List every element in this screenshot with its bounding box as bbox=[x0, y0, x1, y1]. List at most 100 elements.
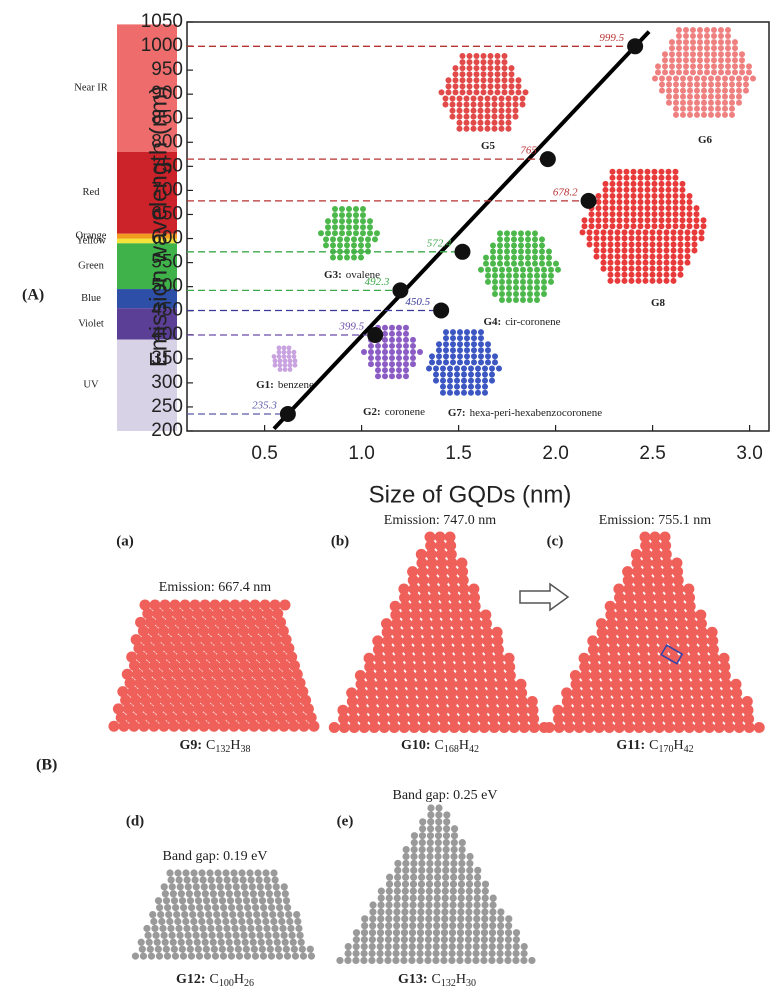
atom bbox=[669, 45, 675, 51]
atom bbox=[386, 881, 393, 888]
atom bbox=[635, 278, 641, 284]
atom bbox=[515, 83, 521, 89]
atom bbox=[673, 112, 679, 118]
atom bbox=[700, 223, 706, 229]
atom bbox=[209, 883, 216, 890]
atom bbox=[508, 65, 514, 71]
atom bbox=[470, 114, 476, 120]
atom bbox=[614, 248, 620, 254]
atom bbox=[409, 929, 416, 936]
atom bbox=[595, 211, 601, 217]
atom bbox=[574, 722, 585, 733]
atom bbox=[248, 721, 259, 732]
atom bbox=[278, 358, 283, 363]
atom bbox=[614, 241, 620, 247]
atom bbox=[663, 254, 669, 260]
atom bbox=[228, 953, 235, 960]
atom bbox=[369, 722, 380, 733]
atom bbox=[642, 235, 648, 241]
atom bbox=[204, 953, 211, 960]
atom bbox=[164, 953, 171, 960]
x-tick-label: 2.5 bbox=[639, 443, 665, 464]
atom bbox=[223, 925, 230, 932]
atom bbox=[525, 242, 531, 248]
atom bbox=[471, 347, 477, 353]
atom bbox=[482, 888, 489, 895]
atom bbox=[480, 89, 486, 95]
atom bbox=[475, 384, 481, 390]
atom bbox=[497, 936, 504, 943]
atom bbox=[191, 925, 198, 932]
atom bbox=[679, 205, 685, 211]
atom bbox=[472, 950, 479, 957]
atom bbox=[433, 936, 440, 943]
atom bbox=[208, 876, 215, 883]
atom bbox=[213, 911, 220, 918]
atom bbox=[614, 278, 620, 284]
atom bbox=[539, 236, 545, 242]
atom bbox=[307, 946, 314, 953]
atom bbox=[466, 888, 473, 895]
atom bbox=[179, 946, 186, 953]
atom bbox=[433, 901, 440, 908]
atom bbox=[288, 721, 299, 732]
spectrum-label: Yellow bbox=[76, 235, 106, 246]
atom bbox=[672, 181, 678, 187]
atom bbox=[270, 869, 277, 876]
atom bbox=[148, 721, 159, 732]
atom bbox=[694, 722, 705, 733]
atom bbox=[389, 373, 395, 379]
atom bbox=[212, 904, 219, 911]
atom bbox=[525, 261, 531, 267]
atom bbox=[718, 69, 724, 75]
atom bbox=[409, 901, 416, 908]
atom bbox=[600, 248, 606, 254]
atom bbox=[231, 925, 238, 932]
atom bbox=[609, 217, 615, 223]
atom bbox=[258, 890, 265, 897]
atom bbox=[621, 235, 627, 241]
atom bbox=[718, 57, 724, 63]
atom bbox=[518, 261, 524, 267]
atom bbox=[361, 929, 368, 936]
atom bbox=[281, 883, 288, 890]
atom bbox=[440, 957, 447, 964]
atom bbox=[698, 235, 704, 241]
molecule bbox=[478, 230, 561, 303]
atom bbox=[490, 261, 496, 267]
atom bbox=[534, 273, 540, 279]
atom bbox=[496, 365, 502, 371]
atom bbox=[360, 950, 367, 957]
atom bbox=[481, 936, 488, 943]
atom bbox=[616, 217, 622, 223]
atom bbox=[499, 279, 505, 285]
atom bbox=[586, 235, 592, 241]
atom bbox=[498, 114, 504, 120]
atom bbox=[471, 329, 477, 335]
atom bbox=[442, 95, 448, 101]
atom bbox=[708, 82, 714, 88]
atom bbox=[714, 722, 725, 733]
atom bbox=[408, 950, 415, 957]
atom bbox=[427, 846, 434, 853]
atom bbox=[614, 272, 620, 278]
atom bbox=[673, 88, 679, 94]
atom bbox=[494, 77, 500, 83]
atom bbox=[226, 890, 233, 897]
atom bbox=[593, 229, 599, 235]
atom bbox=[656, 254, 662, 260]
atom bbox=[385, 901, 392, 908]
atom bbox=[451, 825, 458, 832]
atom bbox=[527, 273, 533, 279]
atom bbox=[190, 869, 197, 876]
atom bbox=[252, 904, 259, 911]
atom bbox=[602, 187, 608, 193]
atom bbox=[175, 925, 182, 932]
subpanel-label: (c) bbox=[547, 533, 564, 549]
atom bbox=[238, 918, 245, 925]
atom bbox=[630, 169, 636, 175]
atom bbox=[369, 929, 376, 936]
atom bbox=[393, 943, 400, 950]
atom bbox=[637, 217, 643, 223]
atom bbox=[690, 39, 696, 45]
